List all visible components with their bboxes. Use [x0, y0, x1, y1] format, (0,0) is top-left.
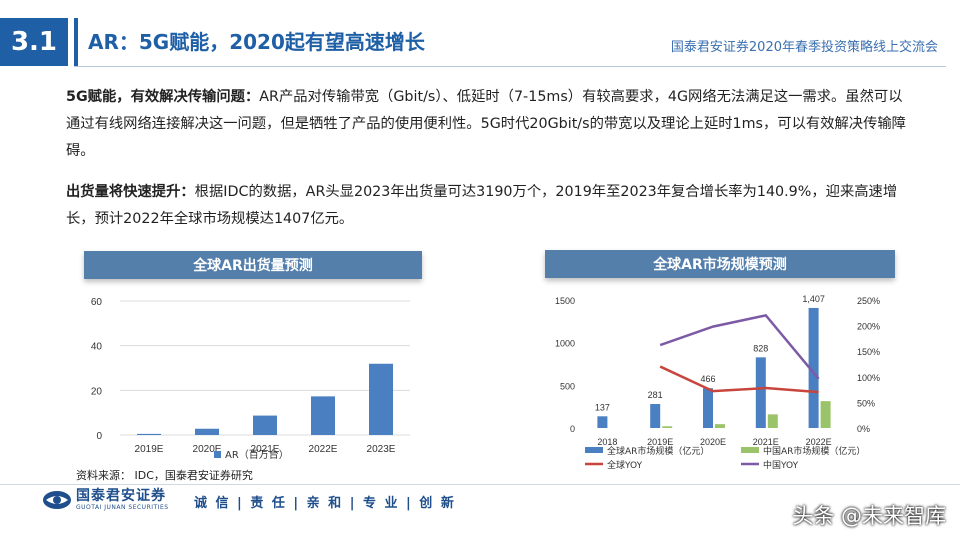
- y2-tick-label: 0%: [857, 424, 870, 434]
- slide-title: AR：5G赋能，2020起有望高速增长: [88, 30, 425, 54]
- data-label: 1,407: [802, 294, 825, 304]
- market-chart-title: 全球AR市场规模预测: [545, 250, 895, 278]
- paragraph-5g: 5G赋能，有效解决传输问题：AR产品对传输带宽（Gbit/s）、低延时（7-15…: [66, 84, 912, 165]
- legend-china-size-label: 中国AR市场规模（亿元）: [763, 445, 865, 457]
- legend-label: AR（百万台）: [225, 448, 289, 461]
- y-tick-label: 500: [560, 381, 575, 391]
- bar-china: [820, 401, 831, 428]
- y2-tick-label: 250%: [857, 296, 880, 306]
- y-tick-label: 40: [91, 342, 103, 353]
- paragraph-shipments-heading: 出货量将快速提升：: [66, 184, 195, 200]
- x-tick-label: 2020E: [193, 444, 222, 455]
- x-tick-label: 2019E: [647, 437, 673, 447]
- y-tick-label: 60: [91, 297, 103, 308]
- shipment-chart-plot: 0 20 40 60 2019E 2020E 2021E 2022E 2023E AR（百万台）: [91, 297, 410, 461]
- bar-china: [715, 424, 725, 428]
- source-note: 资料来源： IDC，国泰君安证券研究: [76, 469, 253, 482]
- logo-name-en: GUOTAI JUNAN SECURITIES: [76, 504, 169, 511]
- bar-global: [808, 307, 819, 428]
- x-tick-label: 2023E: [367, 444, 396, 455]
- legend-swatch: [214, 451, 221, 458]
- bar-china: [662, 426, 673, 428]
- y-tick-label: 1500: [555, 296, 575, 306]
- market-chart: 全球AR市场规模预测 0 500 1000 1500 0% 50% 100% 150% 200%…: [545, 250, 895, 472]
- shipment-chart: 全球AR出货量预测 0 20 40 60 2019E 2020E 2021E 2022E 202…: [84, 251, 422, 461]
- y-tick-label: 0: [570, 424, 575, 434]
- x-tick-label: 2021E: [251, 444, 280, 455]
- data-label: 466: [700, 374, 715, 384]
- title-accent-bar: [74, 18, 78, 66]
- y2-tick-label: 100%: [857, 373, 880, 383]
- footer-divider: [0, 484, 960, 485]
- logo-mark-icon: [42, 490, 72, 510]
- legend-china-size-swatch: [741, 447, 759, 453]
- conference-title: 国泰君安证券2020年春季投资策略线上交流会: [670, 40, 938, 55]
- y2-tick-label: 50%: [857, 398, 875, 408]
- y2-tick-label: 200%: [857, 322, 880, 332]
- x-tick-label: 2019E: [135, 444, 164, 455]
- legend-global-size-label: 全球AR市场规模（亿元）: [607, 445, 709, 457]
- bar: [253, 415, 277, 435]
- bar-china: [767, 414, 778, 428]
- line-china-yoy: [659, 313, 820, 380]
- line-global-yoy: [659, 365, 819, 394]
- x-tick-label: 2021E: [753, 437, 779, 447]
- paragraph-5g-text: AR产品对传输带宽（Gbit/s）、低延时（7-15ms）有较高要求，4G网络无…: [66, 89, 906, 159]
- y2-tick-label: 150%: [857, 347, 880, 357]
- section-number: 3.1: [0, 18, 68, 66]
- x-tick-label: 2018: [597, 437, 617, 447]
- bar: [369, 363, 393, 435]
- company-logo: 国泰君安证券 GUOTAI JUNAN SECURITIES: [42, 489, 169, 511]
- paragraph-5g-heading: 5G赋能，有效解决传输问题：: [66, 89, 260, 105]
- y-tick-label: 20: [91, 386, 103, 397]
- shipment-chart-title: 全球AR出货量预测: [84, 251, 422, 279]
- logo-name-cn: 国泰君安证券: [76, 488, 166, 504]
- bar-global: [703, 388, 713, 428]
- company-slogan: 诚 信 | 责 任 | 亲 和 | 专 业 | 创 新: [194, 496, 456, 511]
- market-chart-plot: 0 500 1000 1500 0% 50% 100% 150% 200% 250% 137 2018…: [555, 294, 880, 471]
- data-label: 281: [648, 390, 663, 400]
- data-label: 137: [595, 402, 610, 412]
- legend-global-yoy-label: 全球YOY: [607, 459, 643, 471]
- title-divider: [74, 66, 946, 67]
- y-tick-label: 1000: [555, 339, 575, 349]
- legend-china-yoy-label: 中国YOY: [763, 459, 799, 471]
- y-tick-label: 0: [96, 431, 102, 442]
- paragraph-shipments-text: 根据IDC的数据，AR头显2023年出货量可达3190万个，2019年至2023…: [66, 184, 898, 227]
- watermark: 头条 @未来智库: [792, 504, 946, 528]
- x-tick-label: 2022E: [806, 437, 832, 447]
- paragraph-shipments: 出货量将快速提升：根据IDC的数据，AR头显2023年出货量可达3190万个，2…: [66, 179, 912, 233]
- bar: [311, 396, 335, 435]
- x-tick-label: 2020E: [700, 437, 726, 447]
- legend-global-size-swatch: [585, 447, 603, 453]
- bar: [195, 428, 219, 435]
- bar: [137, 433, 161, 435]
- data-label: 828: [753, 343, 768, 353]
- bar-global: [650, 404, 661, 428]
- bar-global: [755, 357, 766, 428]
- bar-global: [597, 416, 608, 428]
- x-tick-label: 2022E: [309, 444, 338, 455]
